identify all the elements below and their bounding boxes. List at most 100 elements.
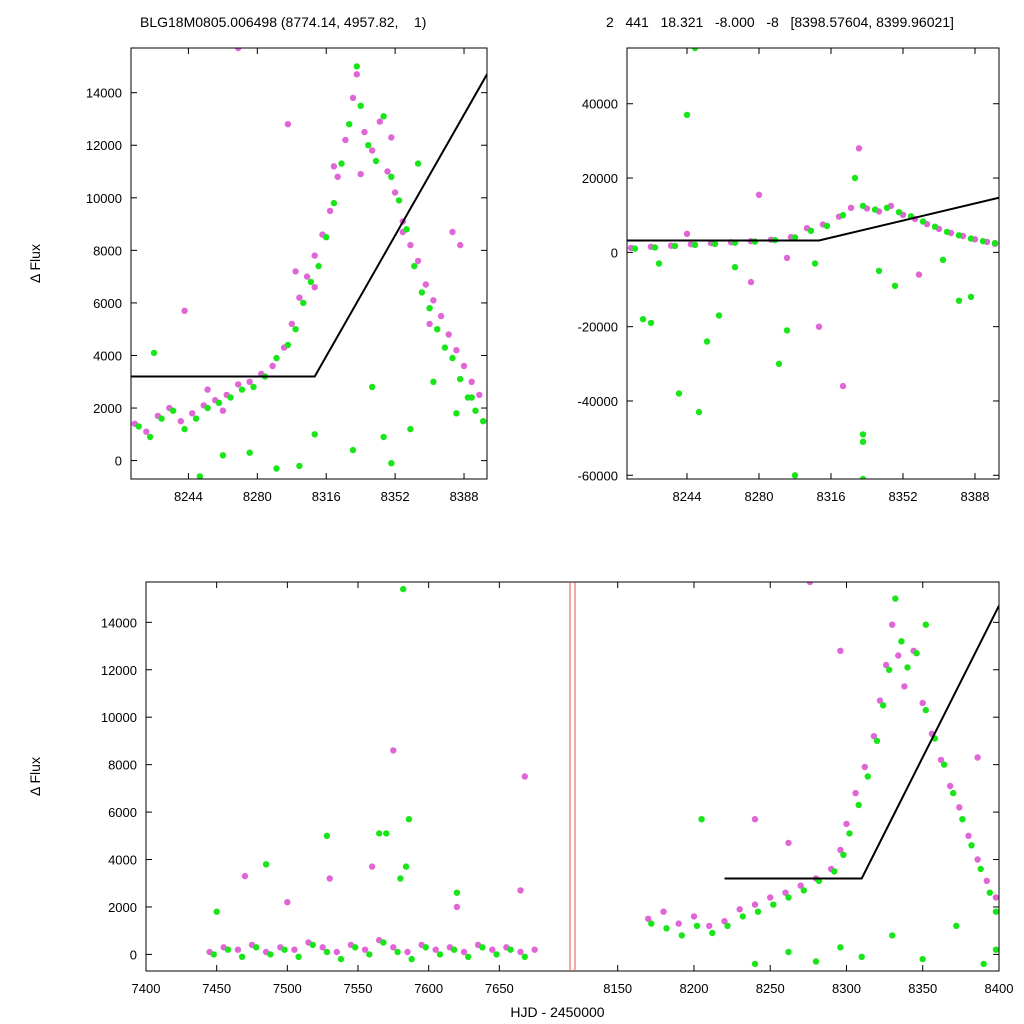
- model-line: [627, 196, 999, 242]
- data-point-series-1: [369, 147, 376, 154]
- x-tick-label: 8300: [832, 981, 861, 996]
- data-point-series-1: [342, 136, 349, 144]
- x-tick-label: 8316: [817, 489, 846, 504]
- data-point-series-2: [693, 922, 701, 930]
- x-tick-label: 7650: [485, 981, 514, 996]
- y-axis-label: Δ Flux: [27, 757, 43, 796]
- data-point-series-1: [319, 944, 326, 951]
- data-point-series-1: [303, 273, 311, 280]
- data-point-series-2: [859, 475, 867, 479]
- data-point-series-1: [390, 747, 397, 754]
- y-tick-label: 0: [115, 454, 122, 469]
- data-point-series-1: [767, 894, 774, 901]
- data-point-series-2: [823, 222, 831, 230]
- data-point-series-1: [219, 407, 227, 414]
- data-point-series-1: [937, 756, 945, 764]
- data-point-series-2: [224, 946, 232, 953]
- data-point-series-2: [158, 415, 165, 422]
- data-point-series-1: [426, 320, 433, 328]
- data-point-series-2: [851, 174, 859, 182]
- data-point-series-2: [904, 664, 911, 671]
- data-point-series-1: [326, 207, 334, 215]
- data-point-series-1: [246, 378, 253, 385]
- data-point-series-1: [843, 820, 850, 828]
- y-axis-label: Δ Flux: [27, 244, 43, 283]
- data-point-series-2: [807, 227, 815, 234]
- data-point-series-2: [955, 232, 963, 239]
- data-point-series-1: [330, 163, 338, 170]
- data-point-series-1: [404, 948, 411, 956]
- data-point-series-1: [235, 381, 242, 388]
- x-tick-label: 8350: [908, 981, 937, 996]
- data-point-series-2: [465, 953, 472, 960]
- data-point-series-2: [922, 621, 929, 628]
- data-point-series-2: [955, 297, 963, 304]
- y-tick-label: -20000: [578, 320, 618, 335]
- data-point-series-2: [472, 407, 479, 414]
- data-point-series-2: [785, 894, 792, 901]
- data-point-series-2: [991, 239, 999, 247]
- data-point-series-1: [785, 839, 792, 847]
- data-point-series-1: [476, 391, 483, 399]
- data-point-series-2: [879, 702, 887, 709]
- data-point-series-2: [521, 953, 528, 960]
- data-point-series-2: [238, 953, 246, 960]
- data-point-series-2: [770, 901, 777, 908]
- data-point-series-2: [859, 202, 867, 210]
- model-line: [131, 73, 487, 378]
- data-point-series-1: [284, 121, 292, 128]
- data-point-series-2: [651, 244, 659, 251]
- data-point-series-2: [739, 913, 746, 920]
- data-point-series-1: [489, 946, 496, 953]
- y-tick-label: 6000: [93, 296, 122, 311]
- y-tick-label: 40000: [582, 97, 618, 112]
- points: [627, 48, 999, 479]
- x-tick-label: 8200: [680, 981, 709, 996]
- x-tick-label: 8250: [756, 981, 785, 996]
- data-point-series-1: [296, 294, 303, 301]
- data-point-series-1: [660, 908, 667, 915]
- data-point-series-2: [380, 939, 387, 946]
- data-point-series-1: [234, 946, 242, 953]
- data-point-series-2: [395, 197, 403, 204]
- data-point-series-2: [919, 218, 927, 225]
- data-point-series-2: [967, 293, 975, 301]
- data-point-series-2: [453, 410, 460, 417]
- data-point-series-2: [337, 955, 345, 963]
- data-point-series-1: [292, 268, 299, 275]
- data-point-series-2: [979, 238, 987, 245]
- data-point-series-1: [353, 71, 360, 78]
- data-point-series-2: [898, 638, 905, 645]
- data-point-series-1: [852, 789, 859, 797]
- data-point-series-1: [326, 875, 333, 882]
- data-point-series-2: [169, 407, 177, 414]
- data-point-series-2: [791, 234, 799, 241]
- data-point-series-2: [479, 944, 486, 951]
- data-point-series-1: [284, 899, 291, 906]
- data-point-series-2: [453, 889, 461, 896]
- data-point-series-2: [227, 394, 234, 401]
- data-point-series-1: [437, 312, 445, 320]
- data-point-series-2: [675, 390, 683, 397]
- chart-bottom: 0 2000 4000 6000 8000 10000 12000 14000 7400 7450…: [27, 581, 1013, 1020]
- data-point-series-1: [889, 621, 896, 628]
- data-point-series-1: [797, 882, 804, 889]
- data-point-series-1: [269, 362, 276, 370]
- data-point-series-2: [889, 932, 896, 939]
- data-point-series-2: [146, 433, 154, 441]
- data-point-series-2: [403, 226, 410, 233]
- data-point-series-2: [839, 212, 847, 219]
- data-point-series-2: [394, 948, 401, 956]
- data-point-series-2: [886, 666, 893, 673]
- x-tick-label: 7600: [414, 981, 443, 996]
- data-point-series-2: [388, 173, 395, 180]
- data-point-series-1: [422, 281, 429, 288]
- data-point-series-1: [870, 733, 878, 740]
- data-point-series-1: [391, 189, 399, 196]
- data-point-series-1: [311, 252, 318, 259]
- data-point-series-1: [782, 889, 789, 896]
- data-point-series-2: [977, 865, 984, 873]
- x-tick-label: 8244: [174, 489, 203, 504]
- data-point-series-1: [683, 230, 691, 237]
- data-point-series-1: [974, 754, 981, 761]
